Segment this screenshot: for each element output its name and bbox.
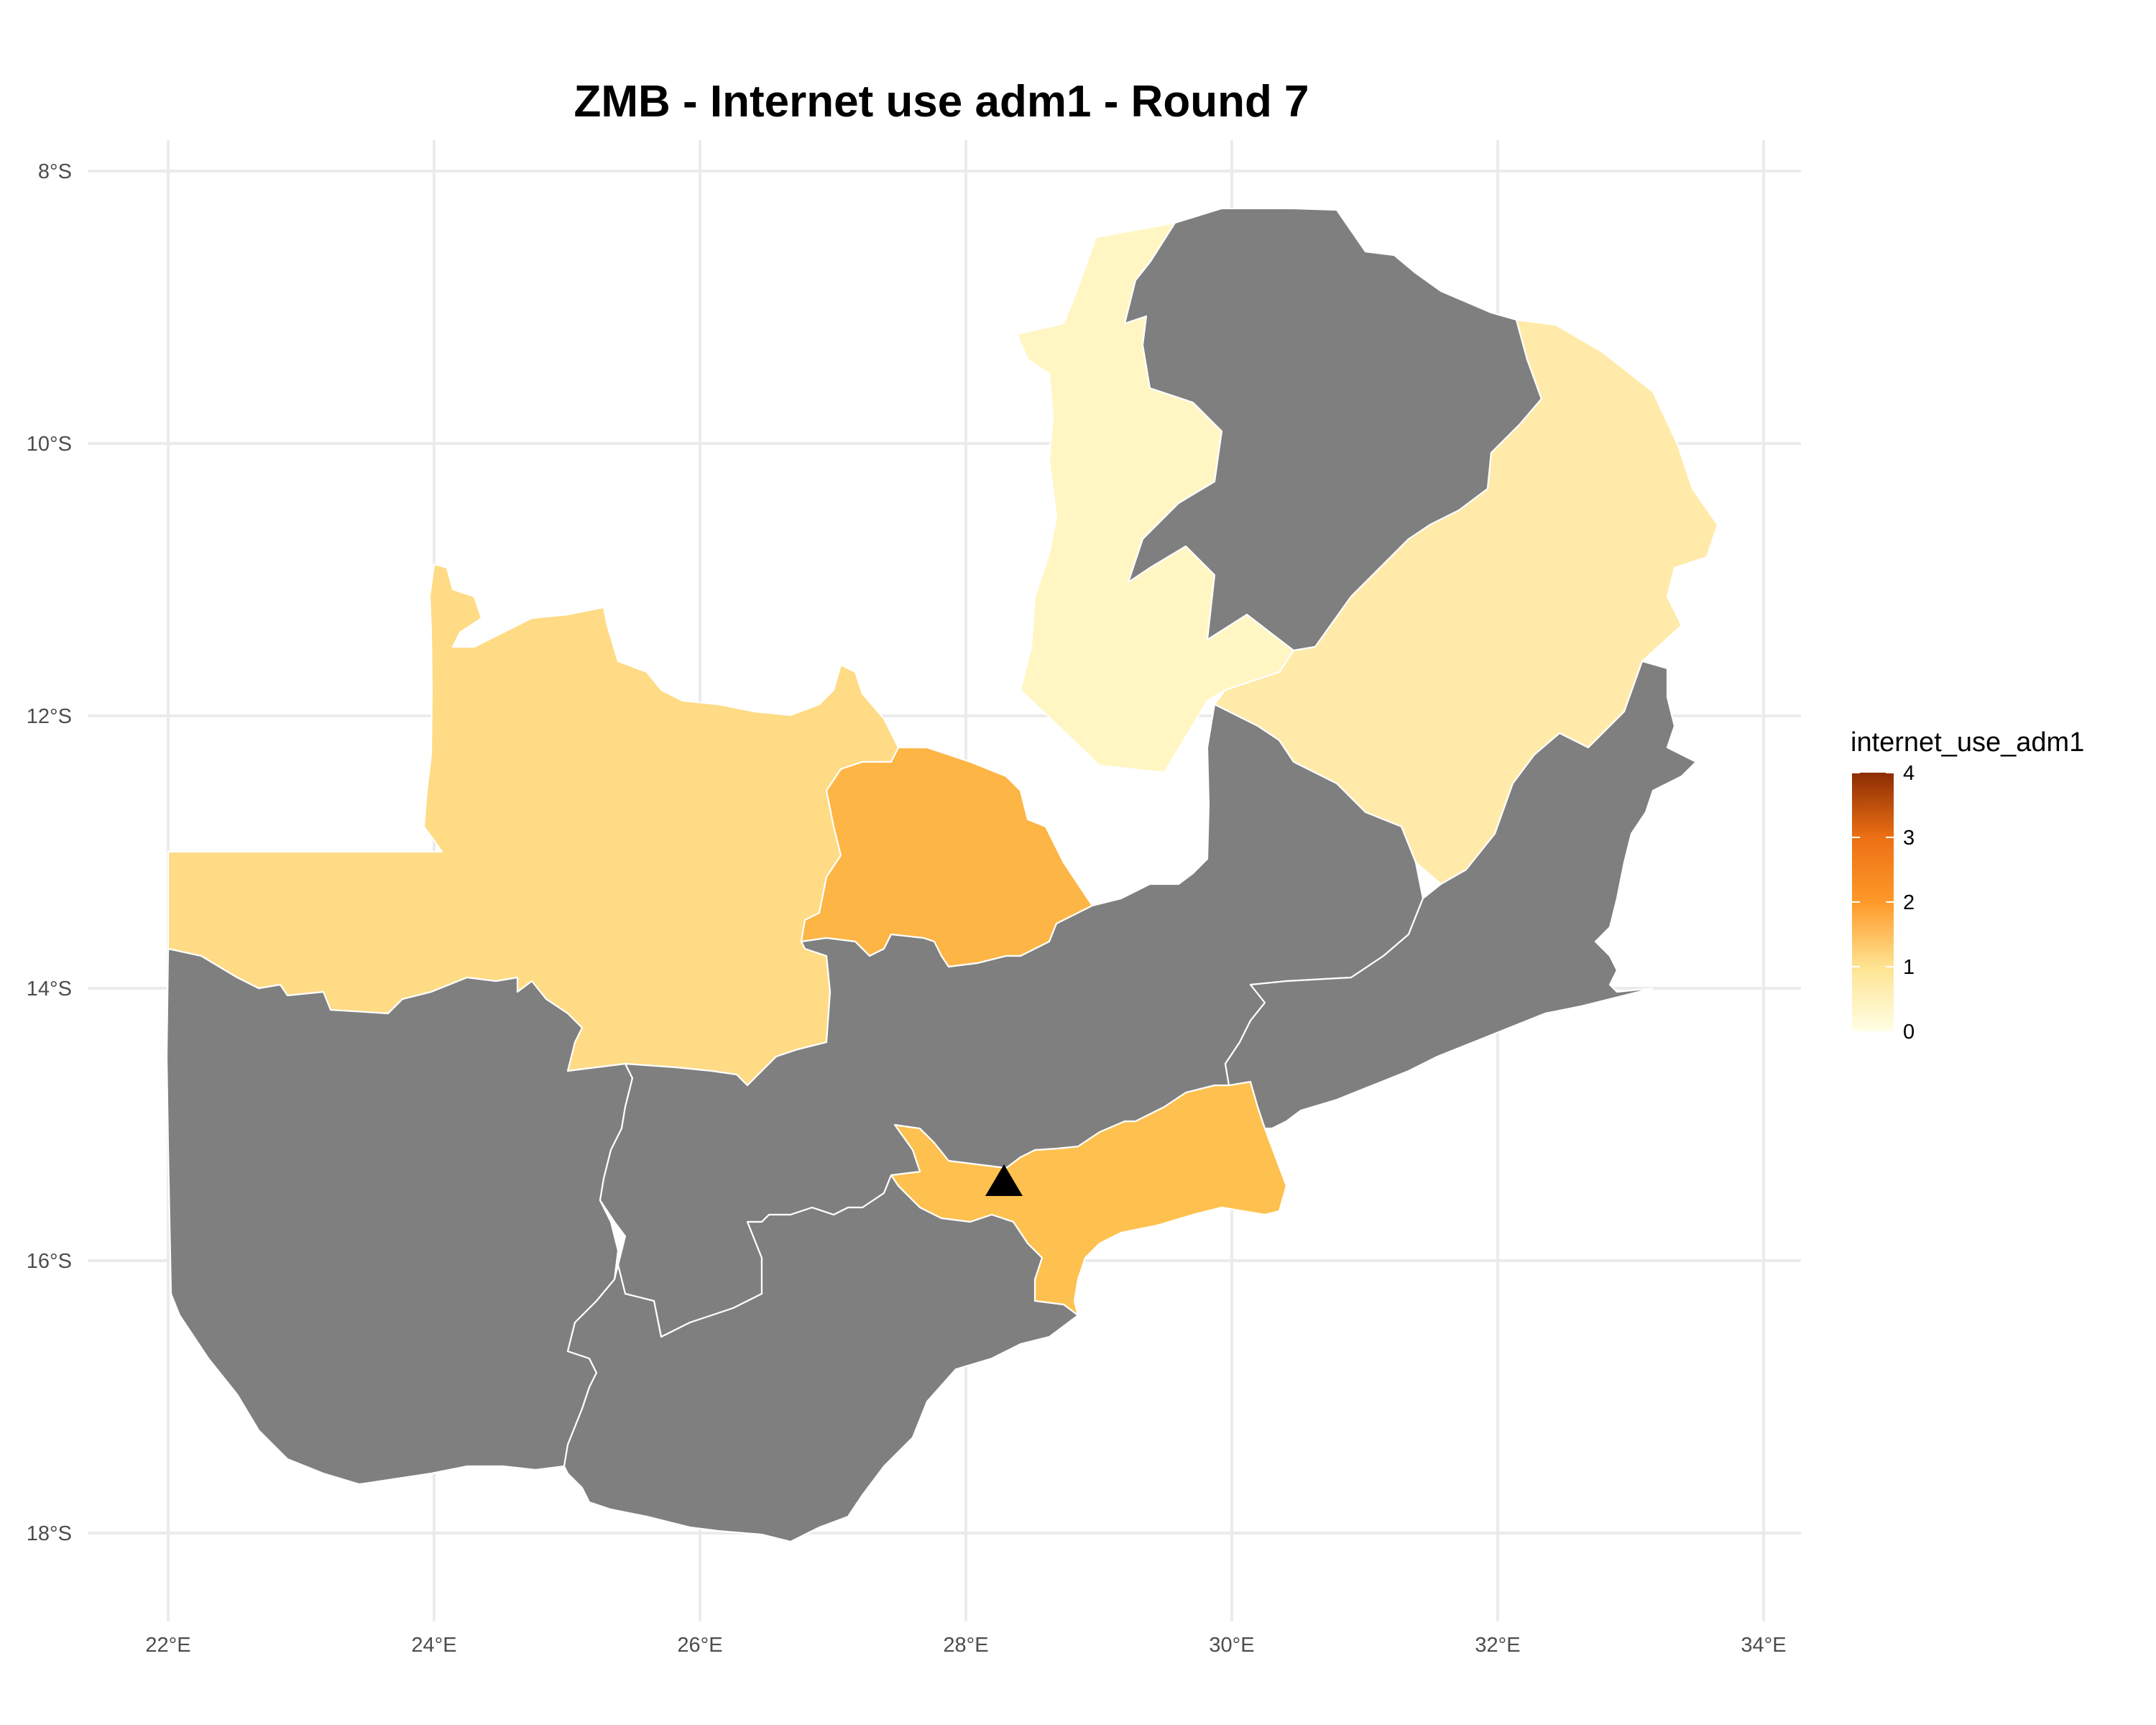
- legend-tick-label: 0: [1903, 1021, 1915, 1044]
- legend-tick-label: 1: [1903, 956, 1915, 979]
- region-copperbelt: [800, 746, 1094, 968]
- y-tick-label: 16°S: [27, 1250, 72, 1273]
- x-tick-label: 28°E: [943, 1634, 988, 1657]
- y-tick-label: 12°S: [27, 705, 72, 728]
- legend-tick-label: 4: [1903, 762, 1915, 785]
- y-tick-label: 14°S: [27, 978, 72, 1000]
- x-tick-label: 26°E: [677, 1634, 722, 1657]
- x-axis-ticks: 22°E 24°E 26°E 28°E 30°E 32°E 34°E: [145, 1634, 1786, 1657]
- regions: [165, 207, 1719, 1543]
- x-tick-label: 30°E: [1209, 1634, 1254, 1657]
- region-western: [165, 947, 634, 1486]
- y-tick-label: 8°S: [38, 160, 72, 183]
- legend-title: internet_use_adm1: [1851, 727, 2084, 758]
- x-tick-label: 34°E: [1741, 1634, 1786, 1657]
- x-tick-label: 32°E: [1475, 1634, 1520, 1657]
- capital-triangle-marker: [985, 1164, 1023, 1196]
- y-tick-label: 10°S: [27, 433, 72, 456]
- x-tick-label: 24°E: [411, 1634, 456, 1657]
- region-eastern: [1224, 660, 1697, 1130]
- legend-tick-label: 2: [1903, 891, 1915, 914]
- legend-tick-label: 3: [1903, 827, 1915, 850]
- x-tick-label: 22°E: [145, 1634, 190, 1657]
- y-tick-label: 18°S: [27, 1522, 72, 1545]
- legend: internet_use_adm1 0 1 2 3 4: [1851, 727, 2084, 1044]
- region-southern: [563, 1174, 1079, 1543]
- y-axis-ticks: 8°S 10°S 12°S 14°S 16°S 18°S: [27, 160, 72, 1545]
- chart-title: ZMB - Internet use adm1 - Round 7: [573, 77, 1309, 126]
